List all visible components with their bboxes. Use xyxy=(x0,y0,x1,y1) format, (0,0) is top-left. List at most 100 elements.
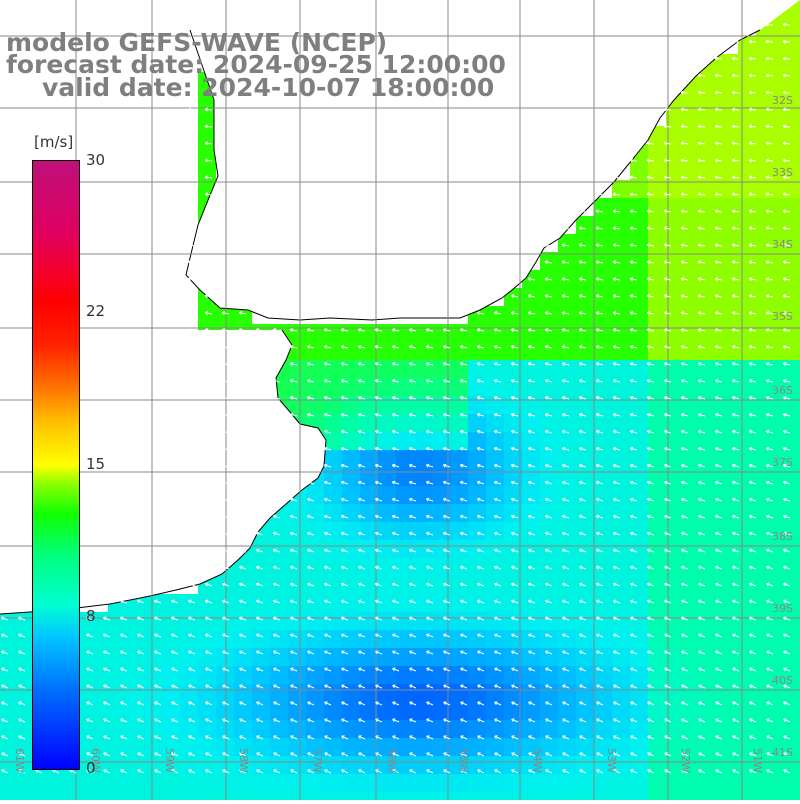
wind-cell xyxy=(324,792,342,800)
wind-cell xyxy=(396,720,414,738)
wind-cell xyxy=(792,270,800,288)
wind-cell xyxy=(288,504,306,522)
wind-cell xyxy=(540,540,558,558)
wind-cell xyxy=(648,180,666,198)
wind-cell xyxy=(720,594,738,612)
wind-cell xyxy=(702,234,720,252)
wind-cell xyxy=(594,198,612,216)
wind-cell xyxy=(792,144,800,162)
wind-cell xyxy=(756,324,774,342)
wind-cell xyxy=(414,342,432,360)
wind-cell xyxy=(504,522,522,540)
wind-cell xyxy=(270,720,288,738)
wind-cell xyxy=(342,612,360,630)
wind-cell xyxy=(738,486,756,504)
wind-cell xyxy=(414,522,432,540)
wind-cell xyxy=(540,504,558,522)
wind-cell xyxy=(0,702,18,720)
wind-cell xyxy=(648,216,666,234)
wind-cell xyxy=(162,684,180,702)
wind-cell xyxy=(738,54,756,72)
wind-cell xyxy=(540,594,558,612)
wind-cell xyxy=(558,648,576,666)
wind-cell xyxy=(594,324,612,342)
wind-cell xyxy=(756,720,774,738)
wind-cell xyxy=(414,720,432,738)
wind-cell xyxy=(324,504,342,522)
wind-cell xyxy=(288,540,306,558)
wind-cell xyxy=(720,540,738,558)
wind-cell xyxy=(306,522,324,540)
wind-cell xyxy=(648,360,666,378)
wind-cell xyxy=(684,126,702,144)
wind-cell xyxy=(792,378,800,396)
wind-cell xyxy=(522,558,540,576)
wind-cell xyxy=(360,540,378,558)
wind-cell xyxy=(252,648,270,666)
wind-cell xyxy=(720,558,738,576)
wind-cell xyxy=(144,630,162,648)
wind-cell xyxy=(738,216,756,234)
wind-cell xyxy=(504,342,522,360)
wind-cell xyxy=(180,630,198,648)
wind-cell xyxy=(666,702,684,720)
wind-cell xyxy=(432,414,450,432)
wind-cell xyxy=(468,684,486,702)
wind-cell xyxy=(468,648,486,666)
wind-cell xyxy=(396,522,414,540)
wind-cell xyxy=(738,558,756,576)
wind-cell xyxy=(540,414,558,432)
wind-cell xyxy=(594,216,612,234)
wind-cell xyxy=(252,630,270,648)
wind-cell xyxy=(720,666,738,684)
wind-cell xyxy=(774,216,792,234)
wind-cell xyxy=(216,792,234,800)
wind-cell xyxy=(540,378,558,396)
wind-cell xyxy=(504,630,522,648)
wind-cell xyxy=(666,630,684,648)
wind-cell xyxy=(702,216,720,234)
wind-cell xyxy=(396,468,414,486)
wind-cell xyxy=(756,126,774,144)
wind-cell xyxy=(414,612,432,630)
wind-cell xyxy=(630,396,648,414)
wind-cell xyxy=(756,216,774,234)
wind-cell xyxy=(630,612,648,630)
wind-cell xyxy=(342,702,360,720)
wind-cell xyxy=(738,594,756,612)
wind-cell xyxy=(630,324,648,342)
wind-cell xyxy=(738,630,756,648)
wind-cell xyxy=(558,324,576,342)
wind-cell xyxy=(756,630,774,648)
wind-cell xyxy=(486,630,504,648)
wind-cell xyxy=(666,126,684,144)
wind-cell xyxy=(738,144,756,162)
wind-cell xyxy=(792,756,800,774)
wind-cell xyxy=(756,486,774,504)
wind-cell xyxy=(270,648,288,666)
wind-cell xyxy=(792,360,800,378)
wind-cell xyxy=(612,414,630,432)
wind-cell xyxy=(792,648,800,666)
wind-cell xyxy=(630,486,648,504)
wind-cell xyxy=(558,594,576,612)
wind-cell xyxy=(414,630,432,648)
wind-cell xyxy=(468,360,486,378)
wind-cell xyxy=(144,612,162,630)
wind-cell xyxy=(666,522,684,540)
wind-cell xyxy=(324,630,342,648)
wind-cell xyxy=(324,396,342,414)
wind-cell xyxy=(774,648,792,666)
wind-cell xyxy=(648,504,666,522)
wind-cell xyxy=(666,432,684,450)
wind-cell xyxy=(594,540,612,558)
wind-cell xyxy=(792,792,800,800)
wind-cell xyxy=(792,612,800,630)
wind-cell xyxy=(720,252,738,270)
wind-cell xyxy=(432,450,450,468)
wind-cell xyxy=(756,198,774,216)
wind-cell xyxy=(0,648,18,666)
wind-cell xyxy=(450,648,468,666)
wind-cell xyxy=(342,360,360,378)
wind-cell xyxy=(522,396,540,414)
